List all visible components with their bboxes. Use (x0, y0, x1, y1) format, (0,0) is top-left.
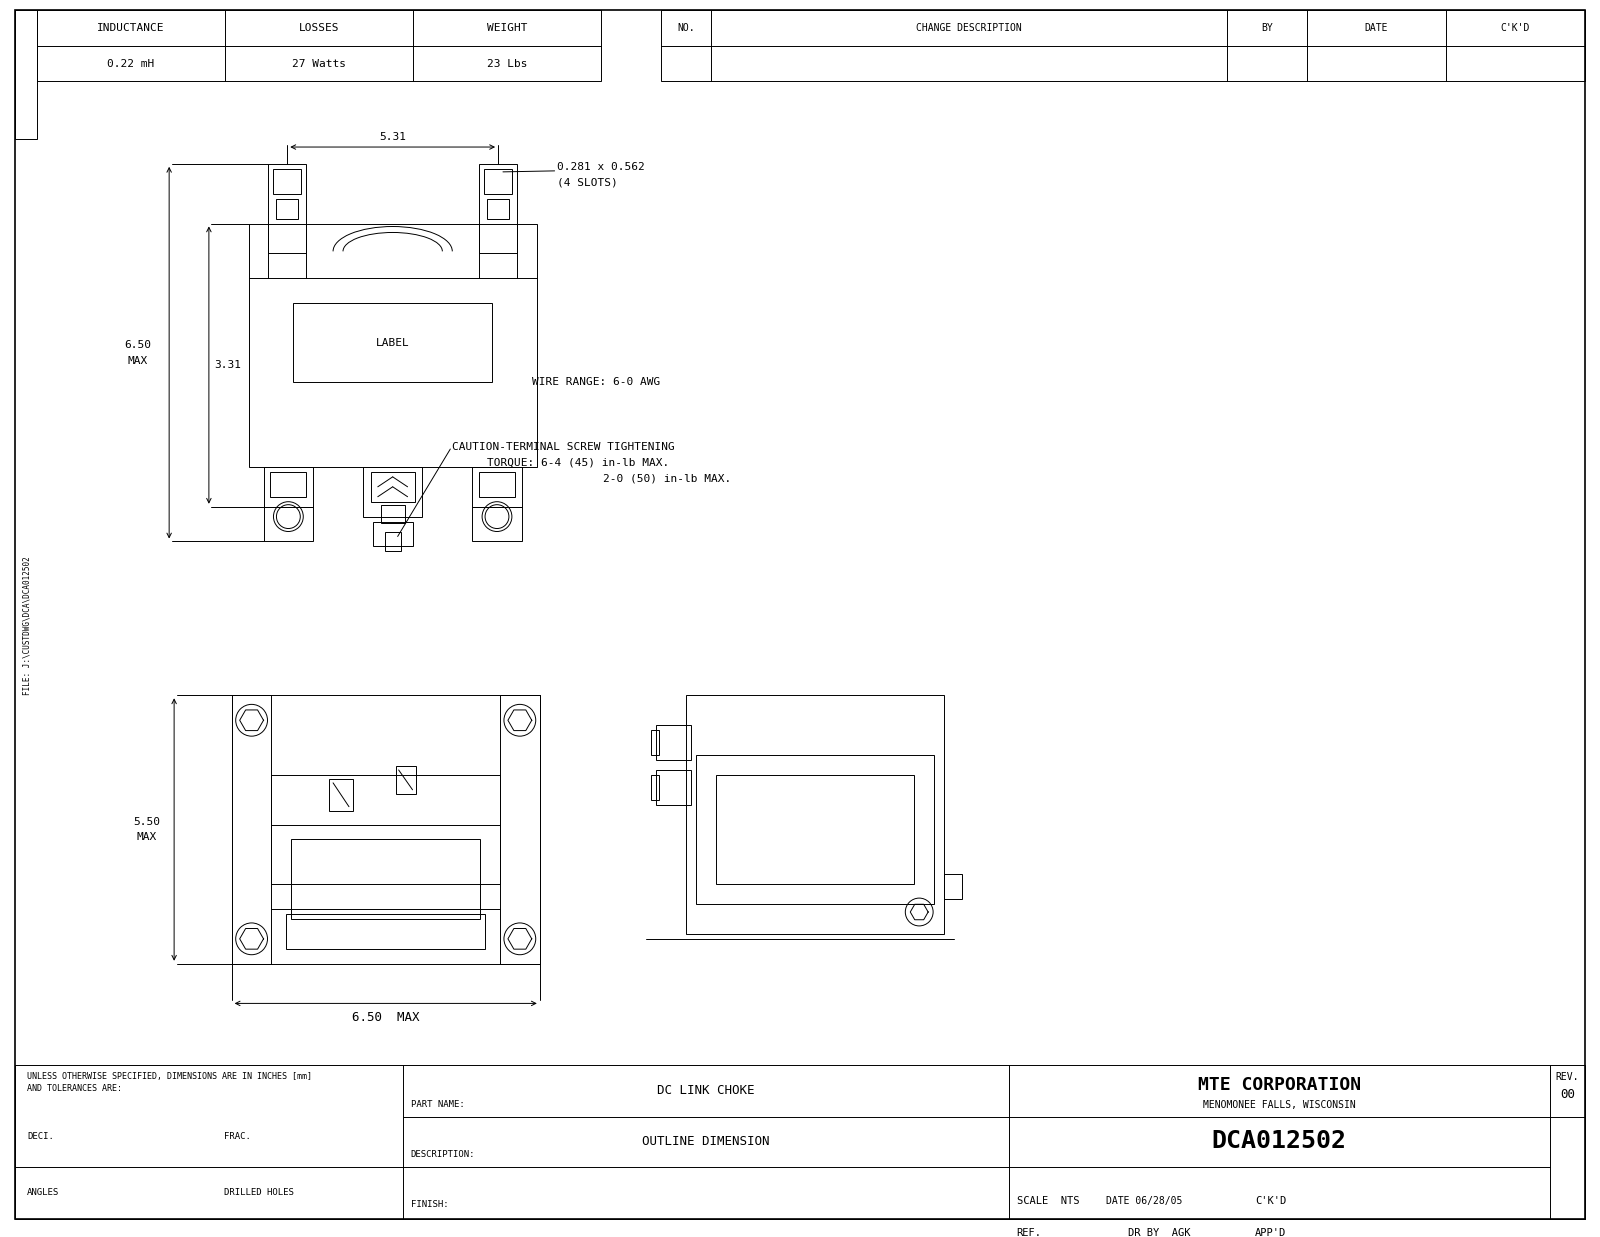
Bar (14, 1065, 1586, 1218)
Bar (14, 10, 37, 139)
Text: DR BY  AGK: DR BY AGK (1128, 1228, 1190, 1237)
Text: 27 Watts: 27 Watts (293, 58, 346, 68)
Text: PART NAME:: PART NAME: (411, 1100, 464, 1108)
Bar (485, 169, 512, 194)
Bar (472, 466, 522, 507)
Text: NO.: NO. (677, 22, 694, 33)
Text: APP'D: APP'D (1254, 1228, 1286, 1237)
Bar (37, 10, 602, 82)
Text: FINISH:: FINISH: (411, 1200, 448, 1209)
Text: REF.: REF. (1016, 1228, 1042, 1237)
Bar (330, 779, 354, 810)
Text: 0.281 x 0.562: 0.281 x 0.562 (557, 162, 645, 172)
Text: DATE: DATE (1365, 22, 1387, 33)
Bar (944, 875, 962, 899)
Text: TORQUE: 6-4 (45) in-lb MAX.: TORQUE: 6-4 (45) in-lb MAX. (486, 458, 669, 468)
Text: DESCRIPTION:: DESCRIPTION: (411, 1150, 475, 1159)
Text: DC LINK CHOKE: DC LINK CHOKE (658, 1085, 754, 1097)
Bar (661, 10, 1586, 82)
Bar (232, 695, 539, 964)
Text: BY: BY (1261, 22, 1274, 33)
Bar (696, 755, 934, 904)
Text: 6.50  MAX: 6.50 MAX (352, 1011, 419, 1024)
Text: CHANGE DESCRIPTION: CHANGE DESCRIPTION (917, 22, 1022, 33)
Text: 3.31: 3.31 (214, 360, 242, 370)
Text: C'K'D: C'K'D (1254, 1196, 1286, 1206)
Text: (4 SLOTS): (4 SLOTS) (557, 178, 618, 188)
Bar (656, 725, 691, 760)
Text: DECI.: DECI. (27, 1132, 54, 1141)
Bar (274, 169, 301, 194)
Text: LOSSES: LOSSES (299, 22, 339, 33)
Bar (272, 774, 499, 884)
Bar (286, 914, 485, 949)
Text: OUTLINE DIMENSION: OUTLINE DIMENSION (642, 1136, 770, 1148)
Bar (363, 466, 422, 517)
Bar (395, 766, 416, 794)
Text: MAX: MAX (128, 355, 147, 366)
Text: LABEL: LABEL (376, 338, 410, 348)
Bar (373, 522, 413, 547)
Bar (248, 224, 536, 466)
Bar (486, 199, 509, 219)
Text: MTE CORPORATION: MTE CORPORATION (1198, 1076, 1362, 1094)
Text: MENOMONEE FALLS, WISCONSIN: MENOMONEE FALLS, WISCONSIN (1203, 1100, 1355, 1110)
Bar (232, 695, 272, 964)
Bar (651, 730, 659, 755)
Bar (472, 507, 522, 542)
Text: AND TOLERANCES ARE:: AND TOLERANCES ARE: (27, 1085, 122, 1094)
Text: WEIGHT: WEIGHT (486, 22, 528, 33)
Bar (264, 466, 314, 507)
Bar (478, 471, 515, 497)
Bar (371, 471, 414, 502)
Bar (478, 165, 517, 254)
Text: FRAC.: FRAC. (224, 1132, 251, 1141)
Bar (270, 471, 306, 497)
Bar (381, 505, 405, 522)
Text: MAX: MAX (136, 833, 157, 842)
Bar (715, 774, 914, 884)
Bar (656, 769, 691, 805)
Text: 5.31: 5.31 (379, 132, 406, 142)
Text: SCALE  NTS: SCALE NTS (1016, 1196, 1078, 1206)
Text: 5.50: 5.50 (133, 816, 160, 826)
Bar (277, 199, 298, 219)
Text: FILE: J:\CUSTDWG\DCA\DCA012502: FILE: J:\CUSTDWG\DCA\DCA012502 (22, 557, 32, 695)
Bar (264, 507, 314, 542)
Text: 00: 00 (1560, 1089, 1574, 1101)
Text: 2-0 (50) in-lb MAX.: 2-0 (50) in-lb MAX. (522, 474, 731, 484)
Bar (686, 695, 944, 934)
Text: 6.50: 6.50 (123, 340, 150, 350)
Text: DRILLED HOLES: DRILLED HOLES (224, 1188, 294, 1196)
Text: DATE 06/28/05: DATE 06/28/05 (1106, 1196, 1182, 1206)
Text: DCA012502: DCA012502 (1211, 1129, 1347, 1153)
Text: 23 Lbs: 23 Lbs (486, 58, 528, 68)
Bar (291, 840, 480, 919)
Bar (269, 165, 306, 254)
Bar (384, 532, 400, 552)
Text: INDUCTANCE: INDUCTANCE (98, 22, 165, 33)
Text: ANGLES: ANGLES (27, 1188, 59, 1196)
Bar (293, 303, 493, 382)
Bar (651, 774, 659, 800)
Text: REV.: REV. (1555, 1072, 1579, 1082)
Text: CAUTION-TERMINAL SCREW TIGHTENING: CAUTION-TERMINAL SCREW TIGHTENING (453, 442, 675, 452)
Text: UNLESS OTHERWISE SPECIFIED, DIMENSIONS ARE IN INCHES [mm]: UNLESS OTHERWISE SPECIFIED, DIMENSIONS A… (27, 1072, 312, 1081)
Bar (499, 695, 539, 964)
Text: C'K'D: C'K'D (1501, 22, 1530, 33)
Text: WIRE RANGE: 6-0 AWG: WIRE RANGE: 6-0 AWG (531, 377, 661, 387)
Text: 0.22 mH: 0.22 mH (107, 58, 155, 68)
